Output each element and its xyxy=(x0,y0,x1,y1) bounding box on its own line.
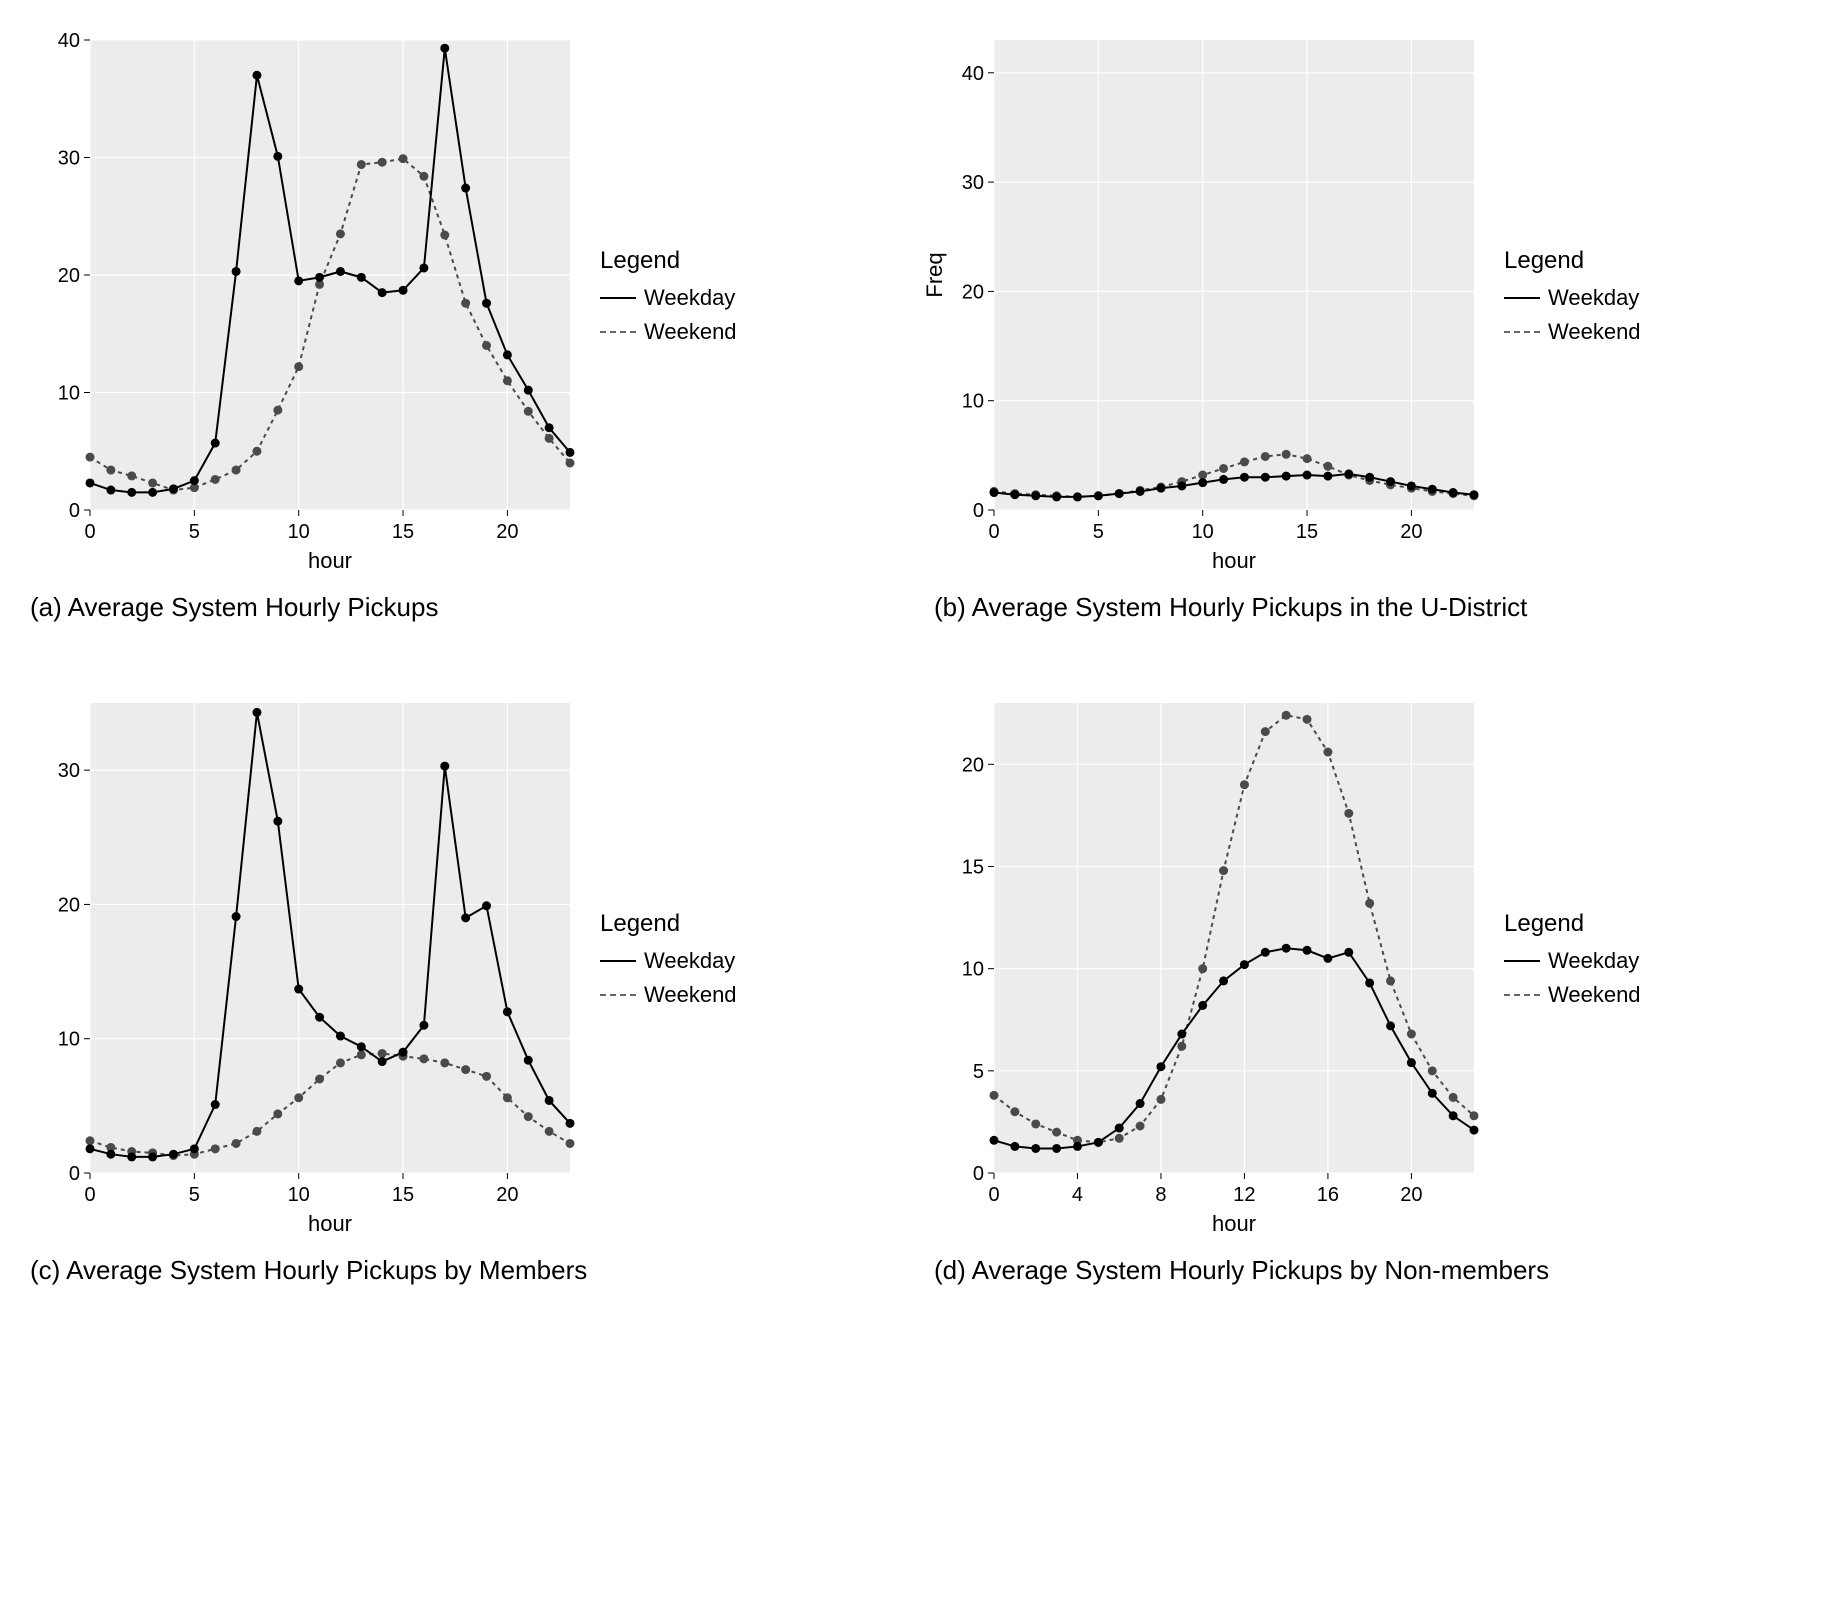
chart-d: 0 5 10 15 20 0 4 8 12 16 20 hour xyxy=(924,683,1484,1243)
svg-text:15: 15 xyxy=(1296,521,1318,543)
legend-title: Legend xyxy=(600,247,737,275)
svg-text:0: 0 xyxy=(84,521,95,543)
legend-label-weekend: Weekend xyxy=(644,319,737,345)
svg-text:20: 20 xyxy=(496,1184,518,1206)
svg-text:hour: hour xyxy=(308,548,352,573)
panel-b: 0 10 20 30 40 0 5 10 15 20 hour Freq Legend Weekday… xyxy=(924,20,1808,623)
svg-text:10: 10 xyxy=(58,1029,80,1051)
legend-label-weekend: Weekend xyxy=(1548,982,1641,1008)
weekend-swatch xyxy=(600,331,636,333)
legend-label-weekday: Weekday xyxy=(1548,285,1639,311)
legend-item-weekday: Weekday xyxy=(600,948,737,974)
svg-text:30: 30 xyxy=(962,172,984,194)
legend-item-weekend: Weekend xyxy=(1504,982,1641,1008)
svg-text:5: 5 xyxy=(189,1184,200,1206)
weekday-swatch xyxy=(1504,297,1540,299)
svg-text:0: 0 xyxy=(69,1163,80,1185)
svg-text:hour: hour xyxy=(1212,1211,1256,1236)
chart-c: 0 10 20 30 0 5 10 15 20 hour xyxy=(20,683,580,1243)
caption-a: (a) Average System Hourly Pickups xyxy=(20,592,904,623)
legend-item-weekend: Weekend xyxy=(600,982,737,1008)
weekend-swatch xyxy=(1504,994,1540,996)
legend-b: Legend Weekday Weekend xyxy=(1504,247,1641,353)
legend-title: Legend xyxy=(600,910,737,938)
svg-text:5: 5 xyxy=(973,1061,984,1083)
legend-a: Legend Weekday Weekend xyxy=(600,247,737,353)
svg-text:Freq: Freq xyxy=(924,252,947,297)
chart-a: 0 10 20 30 40 0 5 10 15 20 hour xyxy=(20,20,580,580)
legend-label-weekday: Weekday xyxy=(644,285,735,311)
svg-text:30: 30 xyxy=(58,760,80,782)
svg-text:0: 0 xyxy=(973,500,984,522)
legend-item-weekday: Weekday xyxy=(1504,948,1641,974)
chart-grid: 01020304005101520hour Legend Weekday Wee… xyxy=(20,20,1808,1286)
svg-text:0: 0 xyxy=(69,500,80,522)
svg-text:20: 20 xyxy=(58,894,80,916)
svg-text:20: 20 xyxy=(962,281,984,303)
panel-d-row: 0 5 10 15 20 0 4 8 12 16 20 hour Legend Weekday Wee… xyxy=(924,683,1808,1243)
svg-text:5: 5 xyxy=(189,521,200,543)
legend-label-weekday: Weekday xyxy=(644,948,735,974)
svg-text:4: 4 xyxy=(1072,1184,1083,1206)
weekday-swatch xyxy=(1504,960,1540,962)
legend-item-weekend: Weekend xyxy=(1504,319,1641,345)
svg-text:5: 5 xyxy=(1093,521,1104,543)
svg-text:10: 10 xyxy=(962,391,984,413)
svg-text:10: 10 xyxy=(962,959,984,981)
weekday-swatch xyxy=(600,960,636,962)
svg-text:0: 0 xyxy=(988,521,999,543)
legend-item-weekend: Weekend xyxy=(600,319,737,345)
svg-text:15: 15 xyxy=(392,521,414,543)
panel-c-row: 0 10 20 30 0 5 10 15 20 hour Legend Weekday Weeke… xyxy=(20,683,904,1243)
legend-item-weekday: Weekday xyxy=(1504,285,1641,311)
legend-title: Legend xyxy=(1504,910,1641,938)
legend-item-weekday: Weekday xyxy=(600,285,737,311)
weekend-swatch xyxy=(600,994,636,996)
svg-text:20: 20 xyxy=(962,754,984,776)
svg-text:40: 40 xyxy=(58,30,80,52)
svg-text:0: 0 xyxy=(973,1163,984,1185)
panel-a: 0 10 20 30 40 0 5 10 15 20 hour Legend Weekday Wee… xyxy=(20,20,904,623)
svg-text:16: 16 xyxy=(1317,1184,1339,1206)
svg-text:hour: hour xyxy=(308,1211,352,1236)
svg-text:20: 20 xyxy=(1400,1184,1422,1206)
svg-text:15: 15 xyxy=(392,1184,414,1206)
caption-d: (d) Average System Hourly Pickups by Non… xyxy=(924,1255,1808,1286)
svg-text:10: 10 xyxy=(58,383,80,405)
svg-text:10: 10 xyxy=(288,521,310,543)
svg-text:30: 30 xyxy=(58,148,80,170)
svg-text:8: 8 xyxy=(1155,1184,1166,1206)
weekend-swatch xyxy=(1504,331,1540,333)
legend-label-weekend: Weekend xyxy=(644,982,737,1008)
svg-text:12: 12 xyxy=(1233,1184,1255,1206)
legend-label-weekday: Weekday xyxy=(1548,948,1639,974)
svg-text:0: 0 xyxy=(988,1184,999,1206)
svg-text:10: 10 xyxy=(288,1184,310,1206)
panel-b-row: 0 10 20 30 40 0 5 10 15 20 hour Freq Legend Weekday… xyxy=(924,20,1808,580)
legend-label-weekend: Weekend xyxy=(1548,319,1641,345)
svg-text:15: 15 xyxy=(962,856,984,878)
caption-b: (b) Average System Hourly Pickups in the… xyxy=(924,592,1808,623)
legend-c: Legend Weekday Weekend xyxy=(600,910,737,1016)
svg-text:10: 10 xyxy=(1192,521,1214,543)
legend-d: Legend Weekday Weekend xyxy=(1504,910,1641,1016)
chart-b: 0 10 20 30 40 0 5 10 15 20 hour Freq xyxy=(924,20,1484,580)
svg-text:20: 20 xyxy=(496,521,518,543)
weekday-swatch xyxy=(600,297,636,299)
svg-text:hour: hour xyxy=(1212,548,1256,573)
panel-c: 0 10 20 30 0 5 10 15 20 hour Legend Weekday Weeke… xyxy=(20,683,904,1286)
caption-c: (c) Average System Hourly Pickups by Mem… xyxy=(20,1255,904,1286)
legend-title: Legend xyxy=(1504,247,1641,275)
svg-text:0: 0 xyxy=(84,1184,95,1206)
panel-a-row: 0 10 20 30 40 0 5 10 15 20 hour Legend Weekday Wee… xyxy=(20,20,904,580)
svg-text:20: 20 xyxy=(1400,521,1422,543)
panel-d: 0 5 10 15 20 0 4 8 12 16 20 hour Legend Weekday Wee… xyxy=(924,683,1808,1286)
svg-text:40: 40 xyxy=(962,63,984,85)
svg-text:20: 20 xyxy=(58,265,80,287)
